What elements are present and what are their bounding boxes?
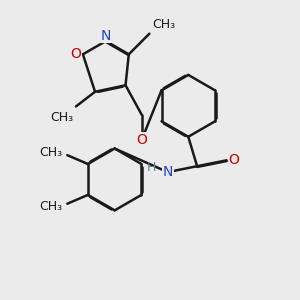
Text: N: N: [100, 29, 111, 43]
Text: O: O: [70, 47, 81, 61]
Text: CH₃: CH₃: [50, 111, 73, 124]
Text: CH₃: CH₃: [152, 18, 176, 31]
Text: O: O: [136, 133, 147, 147]
Text: O: O: [229, 153, 239, 167]
Text: CH₃: CH₃: [40, 200, 63, 213]
Text: H: H: [147, 161, 156, 174]
Text: CH₃: CH₃: [40, 146, 63, 159]
Text: N: N: [163, 165, 173, 179]
